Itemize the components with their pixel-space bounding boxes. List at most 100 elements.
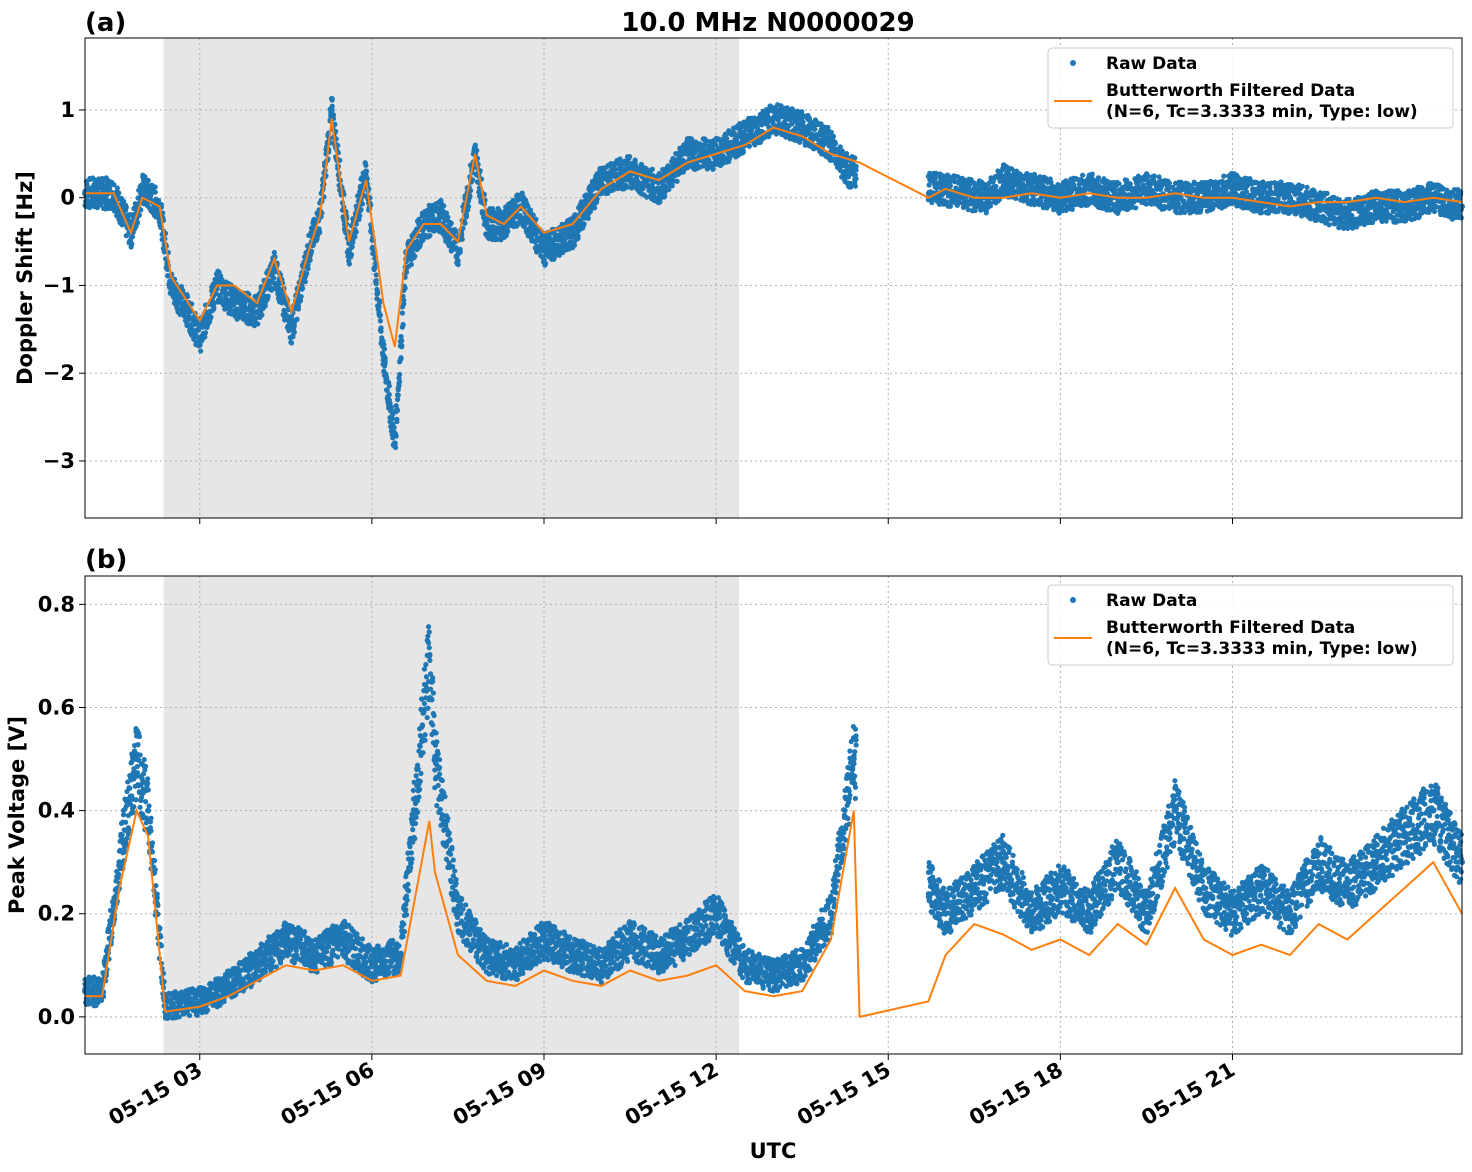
raw-point — [111, 182, 117, 188]
raw-point — [353, 229, 359, 235]
raw-point — [1221, 173, 1227, 179]
raw-point — [298, 294, 304, 300]
raw-point — [455, 261, 461, 268]
raw-point — [307, 257, 313, 263]
raw-point — [271, 249, 277, 256]
raw-point — [662, 193, 668, 199]
raw-point — [1095, 175, 1102, 181]
raw-point — [350, 239, 356, 245]
raw-point — [627, 153, 633, 160]
raw-point — [399, 344, 405, 350]
raw-point — [389, 416, 395, 422]
raw-point — [348, 251, 355, 258]
raw-point — [184, 293, 191, 300]
raw-point — [581, 221, 587, 227]
raw-point — [349, 244, 355, 250]
raw-point — [357, 213, 363, 219]
raw-point — [591, 205, 598, 211]
raw-point — [386, 392, 392, 398]
raw-point — [387, 400, 393, 406]
raw-point — [505, 229, 511, 235]
raw-point — [463, 214, 470, 220]
raw-point — [465, 203, 472, 209]
raw-point — [363, 162, 369, 168]
raw-point — [346, 261, 352, 267]
raw-point — [459, 236, 465, 242]
raw-point — [290, 334, 296, 340]
raw-point — [384, 387, 390, 394]
raw-point — [377, 312, 383, 318]
raw-point — [372, 264, 378, 270]
raw-point — [330, 112, 337, 118]
raw-point — [395, 392, 401, 398]
raw-point — [129, 241, 135, 247]
raw-point — [396, 382, 402, 389]
raw-point — [152, 189, 158, 195]
raw-point — [530, 212, 536, 218]
raw-point — [397, 371, 403, 378]
raw-point — [377, 318, 383, 324]
raw-point — [297, 298, 304, 304]
raw-point — [399, 310, 405, 316]
raw-point — [800, 119, 806, 125]
raw-point — [253, 315, 259, 322]
raw-point — [123, 204, 129, 210]
raw-point — [386, 383, 392, 389]
raw-point — [649, 166, 655, 172]
raw-point — [1175, 201, 1181, 207]
raw-point — [145, 177, 151, 184]
raw-point — [358, 207, 364, 213]
raw-point — [403, 269, 410, 275]
raw-point — [947, 203, 954, 209]
raw-point — [152, 184, 158, 190]
panel-a-shaded-span — [163, 38, 740, 518]
raw-point — [1145, 173, 1151, 179]
raw-point — [420, 237, 426, 243]
raw-point — [401, 301, 407, 307]
raw-point — [364, 175, 370, 182]
raw-point — [399, 338, 405, 344]
raw-point — [302, 279, 308, 285]
raw-point — [275, 285, 282, 291]
raw-point — [378, 328, 384, 334]
raw-point — [116, 190, 122, 196]
raw-point — [932, 176, 938, 182]
raw-point — [346, 240, 352, 246]
raw-point — [993, 183, 999, 190]
raw-point — [305, 262, 311, 268]
raw-point — [1127, 181, 1133, 187]
raw-point — [156, 197, 162, 204]
raw-point — [452, 228, 459, 234]
raw-point — [1219, 178, 1226, 184]
raw-point — [853, 176, 859, 182]
raw-point — [377, 299, 383, 306]
raw-point — [299, 285, 306, 291]
raw-point — [255, 321, 261, 327]
raw-point — [134, 219, 140, 225]
raw-point — [288, 340, 295, 346]
raw-point — [416, 216, 422, 222]
raw-point — [329, 96, 335, 102]
raw-point — [401, 297, 407, 303]
raw-point — [391, 424, 397, 430]
raw-point — [268, 287, 275, 293]
raw-point — [669, 183, 675, 189]
raw-point — [208, 314, 214, 320]
raw-point — [125, 217, 131, 223]
raw-point — [304, 270, 310, 277]
raw-point — [724, 135, 730, 142]
raw-point — [198, 348, 204, 354]
raw-point — [853, 163, 859, 169]
raw-point — [398, 356, 404, 362]
raw-point — [843, 151, 850, 157]
raw-point — [462, 220, 468, 226]
raw-point — [445, 214, 451, 220]
raw-point — [575, 233, 581, 239]
raw-point — [375, 289, 381, 295]
raw-point — [1166, 180, 1172, 186]
raw-point — [427, 233, 433, 239]
raw-point — [402, 285, 408, 291]
raw-point — [394, 416, 400, 422]
raw-point — [443, 210, 450, 216]
raw-point — [310, 241, 317, 247]
